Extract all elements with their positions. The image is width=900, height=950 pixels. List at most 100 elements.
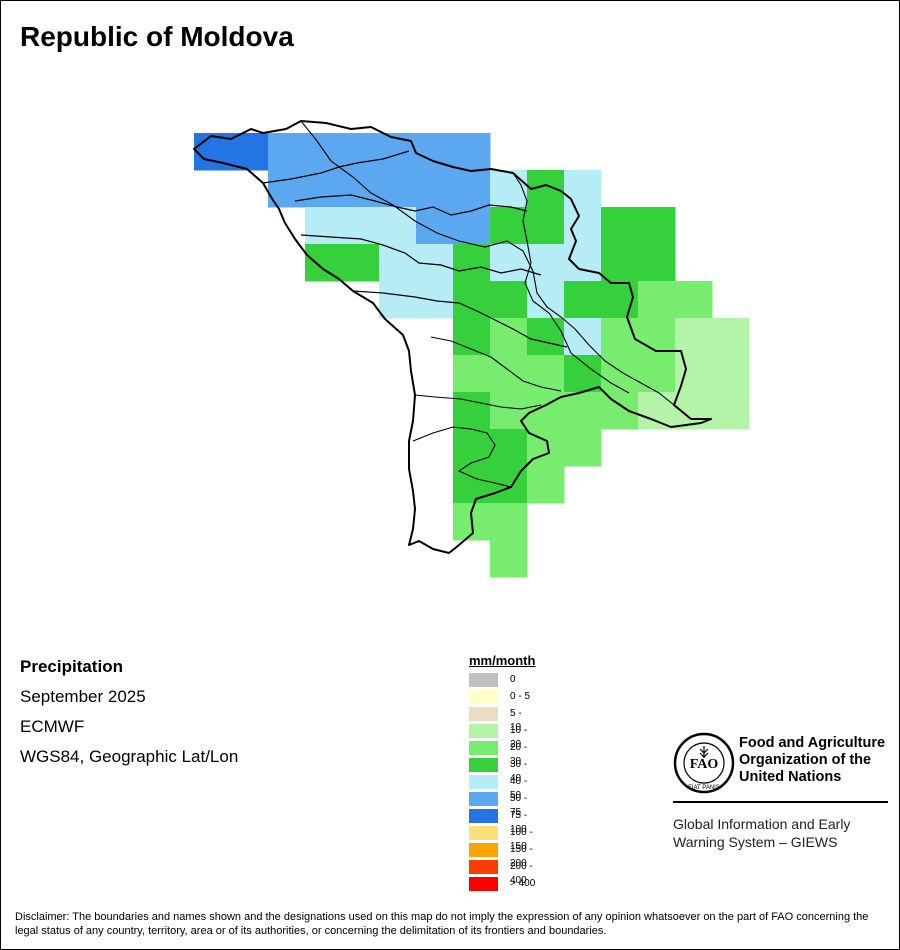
legend-swatch <box>469 673 498 687</box>
raster-cell <box>564 429 602 467</box>
legend-label: > 400 <box>510 878 536 889</box>
legend-item: 30 - 40 <box>469 757 535 784</box>
raster-cell <box>453 355 491 393</box>
raster-cell <box>490 540 528 578</box>
legend-label: 30 - 40 <box>510 759 528 784</box>
region-line <box>352 290 568 348</box>
legend-label: 20 - 30 <box>510 742 528 767</box>
raster-cell <box>305 207 343 245</box>
legend-label: 40 - 50 <box>510 776 528 801</box>
legend-swatch <box>469 809 498 823</box>
legend-label: 0 <box>510 674 516 685</box>
raster-cell <box>342 170 380 208</box>
legend-item: 50 - 75 <box>469 791 535 818</box>
raster-cell <box>712 318 750 356</box>
raster-cell <box>490 429 528 467</box>
raster-cell <box>416 281 454 319</box>
raster-cell <box>416 170 454 208</box>
legend-label: 150 - 200 <box>510 844 533 869</box>
legend-swatch <box>469 690 498 704</box>
raster-cell <box>712 355 750 393</box>
region-line <box>512 172 630 394</box>
legend-label: 100 - 150 <box>510 827 533 852</box>
raster-cell <box>527 281 565 319</box>
country-outline <box>193 120 712 554</box>
raster-cell <box>305 244 343 282</box>
legend-label: 200 - 400 <box>510 861 533 886</box>
raster-cell <box>675 318 713 356</box>
raster-cell <box>564 244 602 282</box>
raster-cell <box>490 244 528 282</box>
legend-rows: 0 0 - 5 5 - 10 10 - 20 20 - 30 30 - 40 40 - 50… <box>469 672 535 893</box>
raster-cell <box>601 244 639 282</box>
legend-swatch <box>469 707 498 721</box>
legend-title: mm/month <box>469 653 536 668</box>
raster-cell <box>638 244 676 282</box>
raster-cell <box>638 318 676 356</box>
raster-cell <box>527 318 565 356</box>
legend-label: 10 - 20 <box>510 725 528 750</box>
raster-cell <box>453 133 491 171</box>
raster-cell <box>379 170 417 208</box>
period-label: September 2025 <box>20 687 146 706</box>
legend-item: 10 - 20 <box>469 723 535 750</box>
fao-logo-icon: FAO FIAT PANIS <box>673 732 735 794</box>
raster-cell <box>379 281 417 319</box>
raster-cell <box>601 355 639 393</box>
branding-divider <box>673 801 888 803</box>
raster-cell <box>453 466 491 504</box>
disclaimer: Disclaimer: The boundaries and names sho… <box>15 911 869 937</box>
raster-cell <box>601 318 639 356</box>
legend-item: 40 - 50 <box>469 774 535 801</box>
raster-cell <box>601 207 639 245</box>
legend-swatch <box>469 792 498 806</box>
raster-cell <box>564 170 602 208</box>
legend-item: > 400 <box>469 876 535 893</box>
fao-logo-text: FAO <box>690 757 719 772</box>
raster-cell <box>453 170 491 208</box>
map-title: Republic of Moldova <box>20 21 294 52</box>
legend-label: 75 - 100 <box>510 810 528 835</box>
legend-swatch <box>469 860 498 874</box>
raster-cell <box>490 503 528 541</box>
raster-cell <box>712 392 750 430</box>
raster-cell <box>638 207 676 245</box>
raster-cell <box>490 318 528 356</box>
raster-cell <box>416 207 454 245</box>
raster-cell <box>379 207 417 245</box>
raster-cell <box>453 392 491 430</box>
raster-cell <box>490 392 528 430</box>
region-line <box>414 394 542 410</box>
raster-cell <box>231 133 269 171</box>
legend-item: 0 - 5 <box>469 689 535 706</box>
organization-name: Food and Agriculture Organization of the… <box>739 735 886 785</box>
legend-swatch <box>469 758 498 772</box>
raster-cell <box>675 281 713 319</box>
raster-cell <box>564 281 602 319</box>
projection-label: WGS84, Geographic Lat/Lon <box>20 747 239 766</box>
legend-swatch <box>469 724 498 738</box>
legend: mm/month 0 0 - 5 5 - 10 10 - 20 20 - 30 30 - … <box>469 653 535 893</box>
variable-label: Precipitation <box>20 657 123 676</box>
region-line <box>300 234 542 276</box>
region-line <box>430 336 562 392</box>
raster-cell <box>268 133 306 171</box>
raster-cell <box>601 392 639 430</box>
legend-swatch <box>469 826 498 840</box>
model-label: ECMWF <box>20 717 85 736</box>
giews-label: Global Information and Early Warning Sys… <box>673 816 851 850</box>
raster-cell <box>638 392 676 430</box>
legend-item: 100 - 150 <box>469 825 535 852</box>
region-line <box>412 426 512 488</box>
legend-item: 150 - 200 <box>469 842 535 869</box>
raster-cell <box>490 466 528 504</box>
raster-cell <box>453 281 491 319</box>
raster-cell <box>453 207 491 245</box>
fao-logo-motto: FIAT PANIS <box>688 785 720 791</box>
raster-cell <box>453 429 491 467</box>
admin-boundaries <box>193 120 712 554</box>
raster-cell <box>527 466 565 504</box>
raster-cell <box>490 281 528 319</box>
legend-item: 5 - 10 <box>469 706 535 733</box>
